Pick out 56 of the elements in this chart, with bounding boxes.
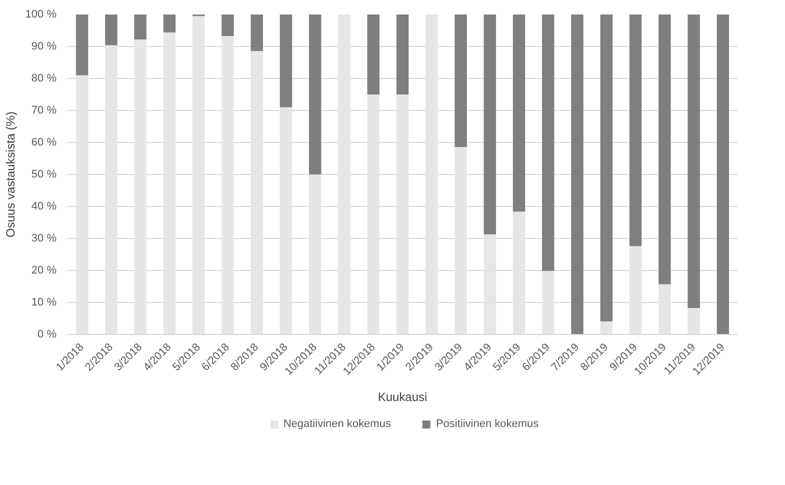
y-tick-label: 40 %: [31, 200, 57, 212]
bar: [280, 107, 292, 334]
bar: [105, 45, 118, 334]
bar: [222, 36, 234, 334]
bar: [280, 14, 292, 108]
bar: [454, 14, 467, 147]
legend-label: Negatiivinen kokemus: [283, 418, 391, 430]
bar: [512, 14, 526, 212]
bar: [658, 14, 671, 284]
bar: [600, 14, 613, 322]
bar: [76, 75, 88, 334]
bar: [600, 321, 613, 334]
bar: [688, 308, 700, 334]
bar: [512, 212, 526, 334]
bar: [396, 94, 409, 334]
bar: [308, 174, 322, 334]
y-tick-label: 90 %: [31, 40, 57, 52]
y-tick-label: 0 %: [38, 328, 57, 340]
bar: [338, 14, 350, 334]
bar: [484, 234, 496, 334]
x-axis-title: Kuukausi: [378, 390, 428, 404]
bar: [629, 14, 642, 246]
bar: [134, 39, 146, 334]
bar: [250, 50, 263, 334]
bar: [222, 14, 234, 36]
bar: [629, 246, 642, 334]
y-tick-label: 10 %: [31, 296, 57, 308]
y-tick-label: 80 %: [31, 72, 57, 84]
bar: [542, 14, 554, 271]
bar: [134, 14, 146, 40]
y-axis-title: Osuus vastauksista (%): [3, 111, 18, 238]
bar: [367, 14, 380, 94]
bar: [192, 16, 205, 334]
bar: [426, 14, 438, 334]
y-tick-label: 50 %: [31, 168, 57, 180]
y-tick-label: 100 %: [25, 8, 57, 20]
y-tick-label: 70 %: [31, 104, 57, 116]
bar: [542, 270, 554, 334]
bar: [484, 14, 496, 234]
bar: [454, 146, 467, 334]
bar: [658, 284, 671, 334]
bar: [163, 14, 176, 32]
y-tick-label: 30 %: [31, 232, 57, 244]
bar: [163, 32, 176, 334]
legend-label: Positiivinen kokemus: [436, 418, 539, 430]
bar: [716, 14, 730, 334]
bar: [396, 14, 409, 94]
bar: [105, 14, 118, 46]
bar: [688, 14, 700, 308]
y-tick-label: 20 %: [31, 264, 57, 276]
y-tick-label: 60 %: [31, 136, 57, 148]
bar: [250, 14, 263, 51]
bar: [308, 14, 322, 174]
bar: [367, 94, 380, 334]
bar: [76, 14, 88, 76]
bar: [571, 14, 584, 334]
